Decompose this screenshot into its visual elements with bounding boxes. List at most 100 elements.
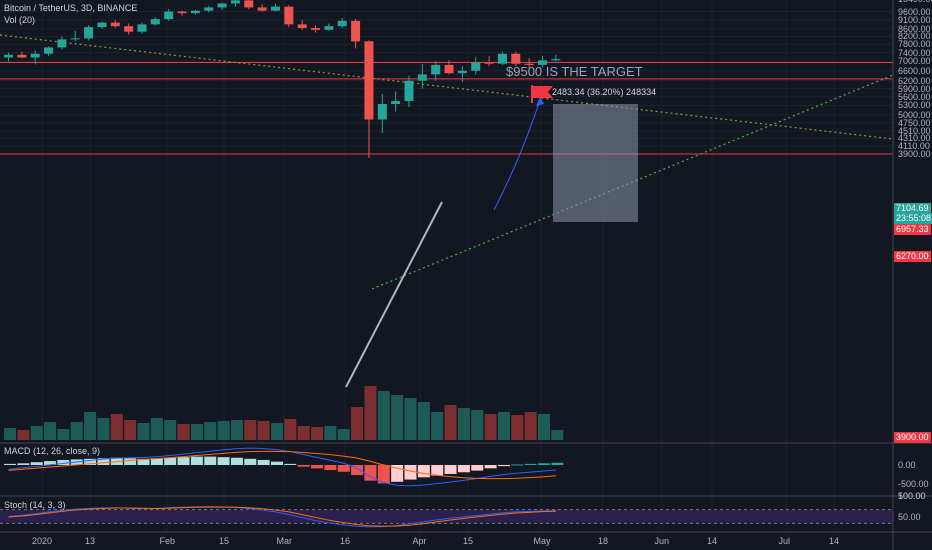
- target-text: $9500 IS THE TARGET: [506, 64, 643, 79]
- time-tick-label: Jun: [654, 536, 670, 546]
- price-tick-label: 9600.00: [898, 6, 931, 17]
- macd-histogram-bar: [444, 465, 457, 474]
- candle-body: [538, 60, 547, 65]
- price-tick-label: 6200.00: [898, 75, 931, 86]
- volume-bar: [44, 422, 57, 440]
- volume-bar: [337, 429, 350, 440]
- macd-histogram-bar: [377, 465, 390, 484]
- drawn-trend-line: [345, 201, 443, 388]
- candle-body: [30, 53, 40, 58]
- price-tick-label: 4750.00: [898, 117, 931, 128]
- candle-body: [497, 53, 507, 64]
- time-tick-label: 18: [598, 536, 609, 546]
- volume-bar: [30, 426, 43, 440]
- macd-pane[interactable]: [4, 447, 564, 487]
- price-tick-label: 4110.00: [898, 140, 930, 151]
- candle-body: [364, 41, 374, 120]
- macd-histogram-bar: [337, 465, 350, 472]
- candle-body: [524, 63, 534, 65]
- price-tick-label: 4310.00: [898, 133, 931, 144]
- time-tick-label: Feb: [159, 536, 176, 546]
- macd-histogram-bar: [217, 457, 230, 465]
- volume-bar: [70, 422, 83, 440]
- macd-histogram-bar: [30, 462, 43, 465]
- projection-arrow: [536, 97, 544, 106]
- macd-histogram-bar: [57, 459, 70, 465]
- candle-body: [391, 101, 401, 104]
- macd-histogram-bar: [164, 457, 177, 465]
- volume-bar: [364, 386, 377, 440]
- time-tick-label: Mar: [276, 536, 293, 546]
- macd-histogram-bar: [364, 465, 377, 481]
- stoch-tick-label: 100.00: [898, 491, 926, 501]
- candle-body: [511, 53, 521, 64]
- macd-histogram-bar: [150, 458, 163, 465]
- time-tick-label: Apr: [412, 536, 427, 546]
- stoch-band: [0, 509, 893, 524]
- volume-bar: [311, 427, 324, 440]
- macd-histogram-bar: [177, 457, 190, 465]
- volume-bar: [244, 420, 257, 440]
- volume-bar: [190, 424, 203, 440]
- volume-bar: [150, 418, 163, 440]
- volume-bars: [4, 386, 564, 440]
- macd-histogram-bar: [404, 465, 417, 480]
- macd-histogram-bar: [4, 463, 16, 465]
- macd-histogram-bar: [471, 465, 484, 471]
- candle-body: [164, 11, 174, 20]
- candle-body: [377, 103, 387, 120]
- time-tick-label: 15: [219, 536, 230, 546]
- candle-body: [311, 27, 321, 30]
- volume-bar: [57, 429, 70, 440]
- volume-bar: [484, 414, 497, 440]
- candle-body: [217, 3, 227, 8]
- candle-body: [457, 70, 467, 74]
- price-tick-label: 9100.00: [898, 14, 931, 25]
- volume-bar: [84, 412, 97, 440]
- price-pane[interactable]: [0, 0, 894, 290]
- chart-title: Bitcoin / TetherUS, 3D, BINANCE: [4, 3, 138, 13]
- candle-body: [271, 6, 280, 11]
- macd-histogram-bar: [417, 465, 430, 478]
- volume-bar: [124, 420, 137, 440]
- macd-histogram-bar: [230, 457, 243, 465]
- time-tick-label: 14: [707, 536, 718, 546]
- stoch-pane[interactable]: [0, 506, 893, 528]
- macd-histogram-bar: [204, 456, 217, 465]
- time-tick-label: May: [533, 536, 551, 546]
- candle-body: [551, 59, 561, 61]
- macd-label: MACD (12, 26, close, 9): [4, 446, 101, 456]
- price-tick-label: 5000.00: [898, 109, 931, 120]
- price-tick-label: 7800.00: [898, 39, 931, 50]
- macd-histogram-bar: [190, 456, 203, 465]
- macd-histogram-bar: [431, 465, 444, 476]
- time-tick-label: 14: [829, 536, 840, 546]
- price-tick-label: 10400.00: [898, 0, 932, 5]
- candle-body: [190, 10, 200, 14]
- volume-bar: [417, 402, 430, 440]
- candle-body: [84, 27, 94, 39]
- volume-bar: [297, 426, 310, 440]
- macd-tick-label: 0.00: [898, 460, 916, 470]
- price-badge: 6957.33: [894, 224, 931, 235]
- macd-histogram-bar: [524, 463, 537, 465]
- volume-bar: [257, 421, 270, 440]
- time-tick-label: Jul: [778, 536, 791, 546]
- price-tick-label: 7000.00: [898, 56, 931, 67]
- time-tick-label: 13: [85, 536, 96, 546]
- volume-label: Vol (20): [4, 15, 36, 25]
- volume-bar: [204, 422, 217, 440]
- macd-tick-label: -500.00: [898, 479, 929, 489]
- macd-histogram-bar: [324, 465, 337, 471]
- target-box: [553, 104, 638, 222]
- volume-bar: [511, 415, 524, 440]
- price-badge: 7104.69: [894, 203, 931, 214]
- stoch-tick-label: 50.00: [898, 512, 921, 522]
- candle-body: [471, 62, 481, 71]
- candle-body: [17, 54, 27, 58]
- volume-bar: [97, 418, 110, 440]
- time-tick-label: 16: [340, 536, 351, 546]
- macd-tick-label: 500.00: [898, 491, 926, 501]
